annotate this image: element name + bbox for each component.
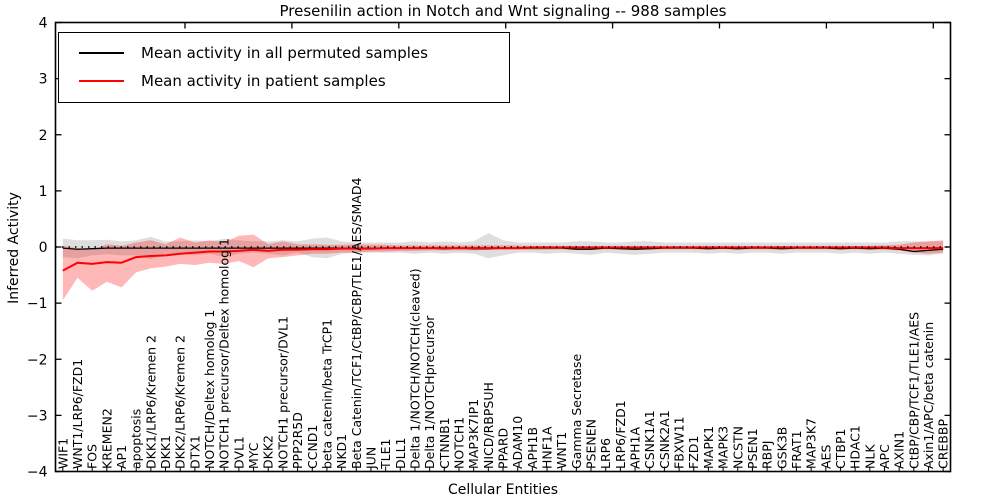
x-category-label: CTNNB1 bbox=[437, 417, 452, 469]
y-tick-label: 4 bbox=[39, 16, 48, 32]
y-tick-label: 0 bbox=[39, 240, 48, 256]
x-category-label: NKD1 bbox=[334, 434, 349, 469]
y-tick-label: 3 bbox=[39, 72, 48, 88]
patient-band bbox=[62, 234, 944, 301]
x-category-label: MAP3K7 bbox=[804, 418, 819, 469]
legend-entry-patient: Mean activity in patient samples bbox=[69, 67, 499, 95]
patient-mean-line bbox=[62, 246, 944, 272]
y-tick-label: 2 bbox=[39, 128, 48, 144]
y-tick-label: −2 bbox=[27, 352, 48, 368]
x-category-label: MYC bbox=[246, 442, 261, 469]
x-category-label: APH1A bbox=[628, 427, 643, 469]
x-category-label: LRP6 bbox=[598, 438, 613, 469]
x-category-label: DKK2 bbox=[261, 435, 276, 469]
x-category-label: HDAC1 bbox=[848, 425, 863, 469]
x-category-label: MAPK1 bbox=[701, 426, 716, 469]
y-tick-label: −4 bbox=[27, 465, 48, 481]
x-category-label: WNT1 bbox=[554, 432, 569, 469]
x-category-label: CCND1 bbox=[305, 425, 320, 469]
y-tick-label: 1 bbox=[39, 184, 48, 200]
x-axis-label: Cellular Entities bbox=[447, 482, 559, 498]
legend-entry-permuted: Mean activity in all permuted samples bbox=[69, 39, 499, 67]
x-category-label: RBPJ bbox=[760, 441, 775, 470]
x-category-label: CTBP1 bbox=[833, 429, 848, 469]
x-category-label: Gamma Secretase bbox=[569, 354, 584, 469]
chart-title: Presenilin action in Notch and Wnt signa… bbox=[279, 2, 727, 20]
legend-label: Mean activity in patient samples bbox=[141, 72, 386, 90]
x-category-label: DKK1/LRP6/Kremen 2 bbox=[143, 335, 158, 469]
x-category-label: APC bbox=[877, 444, 892, 469]
x-category-label: GSK3B bbox=[774, 427, 789, 469]
legend: Mean activity in all permuted samples Me… bbox=[58, 32, 510, 103]
x-category-label: FRAT1 bbox=[789, 430, 804, 469]
x-category-label: DVL1 bbox=[231, 436, 246, 469]
x-category-label: DKK1 bbox=[158, 435, 173, 469]
x-category-label: NOTCH1 bbox=[451, 417, 466, 469]
x-category-label: NOTCH1 precursor/DVL1 bbox=[275, 316, 290, 469]
x-category-label: MAP3K7IP1 bbox=[466, 399, 481, 469]
x-category-label: WIF1 bbox=[55, 438, 70, 469]
x-category-label: DKK2/LRP6/Kremen 2 bbox=[173, 335, 188, 469]
x-category-label: CSNK2A1 bbox=[657, 410, 672, 469]
y-tick-label: −3 bbox=[27, 408, 48, 424]
x-category-label: TLE1 bbox=[378, 439, 393, 470]
x-category-label: DTX1 bbox=[187, 435, 202, 469]
x-category-label: ADAM10 bbox=[510, 416, 525, 469]
x-category-label: WNT1/LRP6/FZD1 bbox=[70, 359, 85, 469]
x-category-label: PSENEN bbox=[584, 419, 599, 469]
x-category-label: MAPK3 bbox=[716, 426, 731, 469]
x-category-label: NLK bbox=[862, 444, 877, 469]
permuted-band bbox=[62, 232, 944, 260]
x-category-label: Delta 1/NOTCHprecursor bbox=[422, 315, 437, 469]
y-tick-label: −1 bbox=[27, 296, 48, 312]
x-category-label: Axin1/APC/beta catenin bbox=[921, 322, 936, 469]
x-category-label: AXIN1 bbox=[892, 431, 907, 469]
x-category-label: apoptosis bbox=[129, 409, 144, 469]
x-category-label: FBXW11 bbox=[672, 416, 687, 469]
x-category-label: CtBP/CBP/TCF1/TLE1/AES bbox=[906, 312, 921, 469]
permuted-line-swatch bbox=[79, 52, 124, 54]
x-category-label: PPARD bbox=[496, 428, 511, 469]
x-category-label: PSEN1 bbox=[745, 428, 760, 469]
x-category-label: Delta 1/NOTCH/NOTCH(cleaved) bbox=[407, 268, 422, 469]
x-category-label: AES bbox=[818, 445, 833, 469]
x-category-label: Beta Catenin/TCF1/CtBP/CBP/TLE1/AES/SMAD… bbox=[349, 178, 364, 469]
x-category-label: beta catenin/beta TrCP1 bbox=[319, 319, 334, 469]
x-category-label: DLL1 bbox=[393, 437, 408, 469]
x-category-label: CSNK1A1 bbox=[642, 410, 657, 469]
x-category-label: APH1B bbox=[525, 427, 540, 469]
x-category-label: CREBBP bbox=[936, 419, 951, 469]
x-category-label: NICD/RBPSUH bbox=[481, 382, 496, 469]
x-category-label: PPP2R5D bbox=[290, 412, 305, 469]
x-category-label: NOTCH/Deltex homolog 1 bbox=[202, 310, 217, 469]
x-category-label: NOTCH1 precursor/Deltex homolog 1 bbox=[217, 238, 232, 469]
x-category-label: JUN bbox=[363, 447, 378, 470]
x-category-label: AP1 bbox=[114, 445, 129, 469]
x-category-label: HNF1A bbox=[540, 426, 555, 469]
x-category-label: NCSTN bbox=[730, 426, 745, 469]
patient-line-swatch bbox=[79, 80, 124, 82]
x-category-label: LRP6/FZD1 bbox=[613, 400, 628, 469]
x-category-label: KREMEN2 bbox=[99, 408, 114, 469]
x-category-label: FZD1 bbox=[686, 436, 701, 469]
x-category-label: FOS bbox=[85, 444, 100, 469]
legend-label: Mean activity in all permuted samples bbox=[141, 44, 428, 62]
